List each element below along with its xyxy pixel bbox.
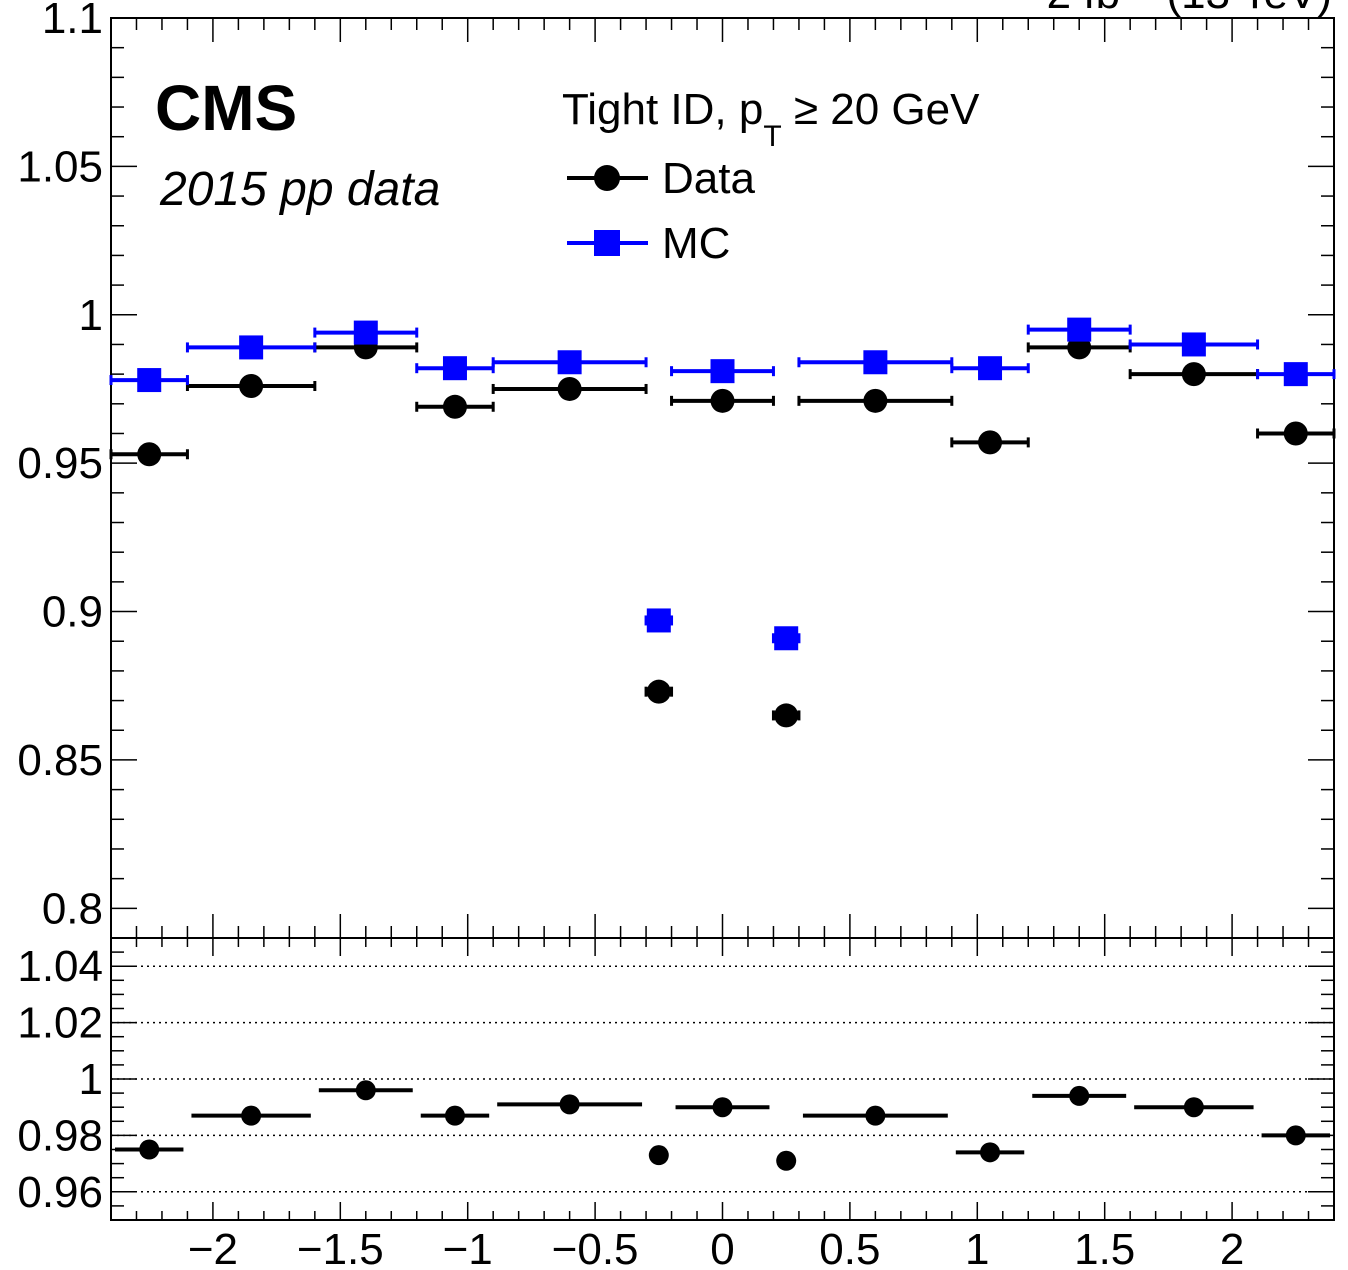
y-tick-label: 1.1 bbox=[42, 0, 103, 43]
ratio-y-tick-label: 1.04 bbox=[17, 942, 103, 991]
data-point bbox=[978, 430, 1003, 455]
luminosity-label: 2 fb−1 (13 TeV) bbox=[1047, 0, 1332, 18]
data-point bbox=[239, 374, 264, 398]
ratio-y-tick-label: 1.02 bbox=[17, 999, 103, 1048]
data-point bbox=[863, 388, 888, 413]
ratio-point bbox=[559, 1094, 580, 1115]
ratio-point bbox=[444, 1105, 465, 1126]
data-point bbox=[646, 679, 671, 704]
y-tick-label: 0.8 bbox=[42, 884, 103, 933]
ratio-point bbox=[1069, 1085, 1090, 1106]
mc-point bbox=[1283, 362, 1308, 387]
ratio-point bbox=[776, 1150, 797, 1171]
legend-entry-mc: MC bbox=[567, 219, 730, 268]
ratio-point bbox=[139, 1139, 160, 1160]
ratio-point bbox=[355, 1080, 376, 1101]
tick-labels: 0.8 0.85 0.9 0.95 1 1.05 1.1 0.96 0.98 1 1.02 1.04 −… bbox=[17, 0, 1244, 1270]
x-tick-label: 0 bbox=[710, 1225, 734, 1270]
data-point bbox=[442, 394, 467, 419]
y-tick-label: 1 bbox=[79, 291, 103, 340]
legend-data-label: Data bbox=[662, 154, 755, 203]
ratio-point bbox=[865, 1105, 886, 1126]
mc-point bbox=[557, 350, 582, 375]
legend-entry-data: Data bbox=[567, 154, 755, 203]
data-markers bbox=[109, 317, 1336, 1171]
legend-title: Tight ID, pT ≥ 20 GeV bbox=[562, 85, 980, 153]
mc-point bbox=[774, 626, 799, 651]
data-point bbox=[1283, 421, 1308, 446]
mc-point bbox=[239, 335, 264, 360]
ratio-point bbox=[1183, 1097, 1204, 1118]
x-tick-label: 1.5 bbox=[1074, 1225, 1135, 1270]
ratio-point bbox=[648, 1145, 669, 1166]
ratio-y-tick-label: 0.98 bbox=[17, 1111, 103, 1160]
legend-data-marker bbox=[594, 165, 620, 191]
data-point bbox=[1181, 362, 1206, 387]
mc-point bbox=[1067, 317, 1092, 342]
x-tick-label: −2 bbox=[188, 1225, 238, 1270]
mc-point bbox=[646, 608, 671, 633]
mc-point bbox=[978, 356, 1003, 381]
ratio-gridlines bbox=[111, 965, 1334, 1193]
y-tick-label: 0.9 bbox=[42, 588, 103, 637]
data-point bbox=[710, 388, 735, 413]
y-tick-label: 0.95 bbox=[17, 439, 103, 488]
mc-point bbox=[137, 368, 162, 393]
ratio-point bbox=[712, 1097, 733, 1118]
x-tick-label: −0.5 bbox=[552, 1225, 639, 1270]
legend: Tight ID, pT ≥ 20 GeV Data MC bbox=[562, 85, 980, 268]
legend-mc-marker bbox=[594, 230, 620, 256]
mc-point bbox=[710, 359, 735, 384]
mc-point bbox=[863, 350, 888, 375]
ratio-point bbox=[1285, 1125, 1306, 1146]
mc-point bbox=[1181, 332, 1206, 357]
y-tick-label: 0.85 bbox=[17, 736, 103, 785]
x-tick-label: −1.5 bbox=[297, 1225, 384, 1270]
ratio-y-tick-label: 1 bbox=[79, 1055, 103, 1104]
data-point bbox=[557, 376, 582, 401]
subtitle-label: 2015 pp data bbox=[159, 163, 440, 216]
cms-label: CMS bbox=[155, 72, 297, 144]
mc-point bbox=[353, 320, 378, 345]
mc-point bbox=[442, 356, 467, 381]
ratio-y-tick-label: 0.96 bbox=[17, 1168, 103, 1217]
ratio-point bbox=[241, 1105, 262, 1126]
axis-ticks bbox=[110, 17, 1335, 1221]
x-tick-label: −1 bbox=[443, 1225, 493, 1270]
data-point bbox=[774, 703, 799, 728]
data-point bbox=[137, 442, 162, 467]
x-tick-label: 0.5 bbox=[819, 1225, 880, 1270]
ratio-point bbox=[980, 1142, 1001, 1163]
legend-mc-label: MC bbox=[662, 219, 730, 268]
y-tick-label: 1.05 bbox=[17, 142, 103, 191]
x-tick-label: 2 bbox=[1220, 1225, 1244, 1270]
x-tick-label: 1 bbox=[965, 1225, 989, 1270]
